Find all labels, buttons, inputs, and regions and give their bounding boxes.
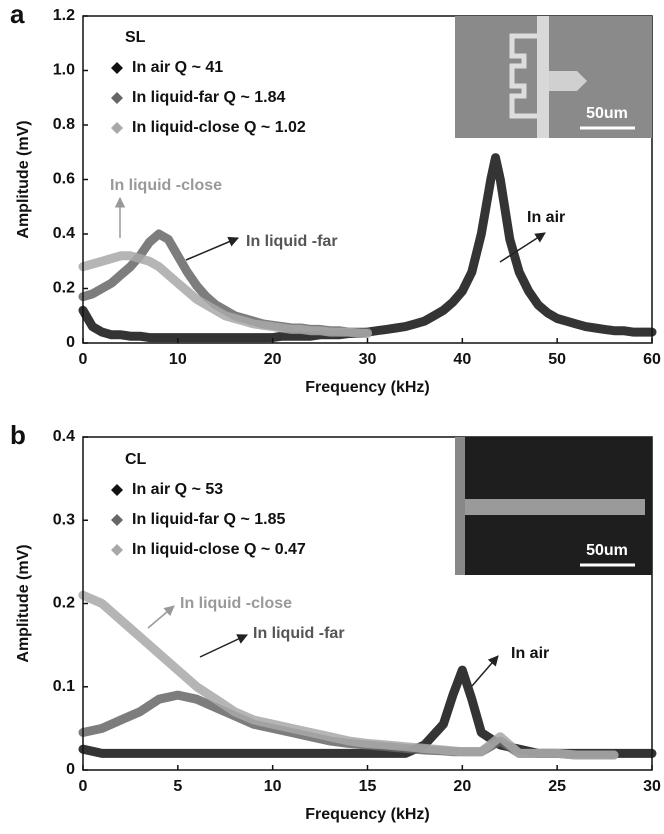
y-tick-label: 0.4 — [53, 225, 75, 242]
x-tick-label: 20 — [264, 351, 282, 368]
x-tick-label: 40 — [453, 351, 471, 368]
inset-spring — [509, 33, 537, 119]
y-tick-label: 0.6 — [53, 171, 75, 188]
x-tick-label: 50 — [548, 351, 566, 368]
y-tick-label: 1.2 — [53, 7, 75, 24]
series-band — [78, 153, 657, 343]
y-tick-label: 0.8 — [53, 116, 75, 133]
legend-marker — [111, 484, 123, 496]
y-tick-label: 0.1 — [53, 678, 75, 695]
panel-label: a — [10, 0, 25, 29]
y-axis-label: Amplitude (mV) — [15, 120, 32, 238]
legend-label: In liquid-close Q ~ 1.02 — [132, 119, 306, 136]
inset-tip — [549, 71, 587, 91]
x-tick-label: 0 — [79, 778, 88, 795]
x-tick-label: 20 — [453, 778, 471, 795]
annotation: In liquid -close — [180, 595, 292, 612]
y-tick-label: 0.3 — [53, 511, 75, 528]
inset-cantilever — [463, 499, 645, 515]
annotation: In liquid -close — [110, 177, 222, 194]
annotation: In liquid -far — [246, 233, 338, 250]
series-band — [78, 251, 372, 338]
annotation-arrow — [185, 236, 239, 261]
y-tick-label: 0 — [66, 761, 75, 778]
annotation-arrow — [147, 605, 175, 629]
inset-beam — [537, 16, 549, 138]
series-band — [78, 690, 619, 760]
legend-label: In liquid-far Q ~ 1.84 — [132, 89, 285, 106]
x-tick-label: 25 — [548, 778, 566, 795]
series-band — [78, 590, 619, 760]
inset-base — [455, 437, 465, 575]
legend-label: In liquid-close Q ~ 0.47 — [132, 541, 306, 558]
y-tick-label: 0 — [66, 334, 75, 351]
legend-marker — [111, 544, 123, 556]
x-tick-label: 5 — [173, 778, 182, 795]
x-axis-label: Frequency (kHz) — [305, 379, 429, 396]
plot-frame — [82, 15, 653, 344]
y-tick-label: 0.4 — [53, 428, 75, 445]
legend-label: In air Q ~ 53 — [132, 481, 223, 498]
x-tick-label: 10 — [264, 778, 282, 795]
annotation: In air — [511, 645, 549, 662]
legend-title: CL — [125, 451, 147, 468]
legend-marker — [111, 62, 123, 74]
x-tick-label: 0 — [79, 351, 88, 368]
panel-label: b — [10, 420, 26, 450]
y-axis-label: Amplitude (mV) — [15, 544, 32, 662]
legend-marker — [111, 122, 123, 134]
annotation-arrow — [471, 655, 499, 687]
x-axis-label: Frequency (kHz) — [305, 806, 429, 823]
y-tick-label: 0.2 — [53, 595, 75, 612]
legend-label: In liquid-far Q ~ 1.85 — [132, 511, 285, 528]
x-tick-label: 10 — [169, 351, 187, 368]
legend-marker — [111, 514, 123, 526]
x-tick-label: 15 — [359, 778, 377, 795]
scale-label: 50um — [586, 542, 628, 559]
annotation: In air — [527, 209, 565, 226]
x-tick-label: 60 — [643, 351, 661, 368]
y-tick-label: 0.2 — [53, 280, 75, 297]
y-tick-label: 1.0 — [53, 62, 75, 79]
plot-frame — [82, 436, 653, 771]
annotation-arrow — [199, 634, 248, 658]
x-tick-label: 30 — [359, 351, 377, 368]
legend-marker — [111, 92, 123, 104]
x-tick-label: 30 — [643, 778, 661, 795]
legend-label: In air Q ~ 41 — [132, 59, 223, 76]
scale-label: 50um — [586, 105, 628, 122]
annotation-arrow — [499, 232, 546, 263]
legend-title: SL — [125, 29, 146, 46]
annotation: In liquid -far — [253, 625, 345, 642]
